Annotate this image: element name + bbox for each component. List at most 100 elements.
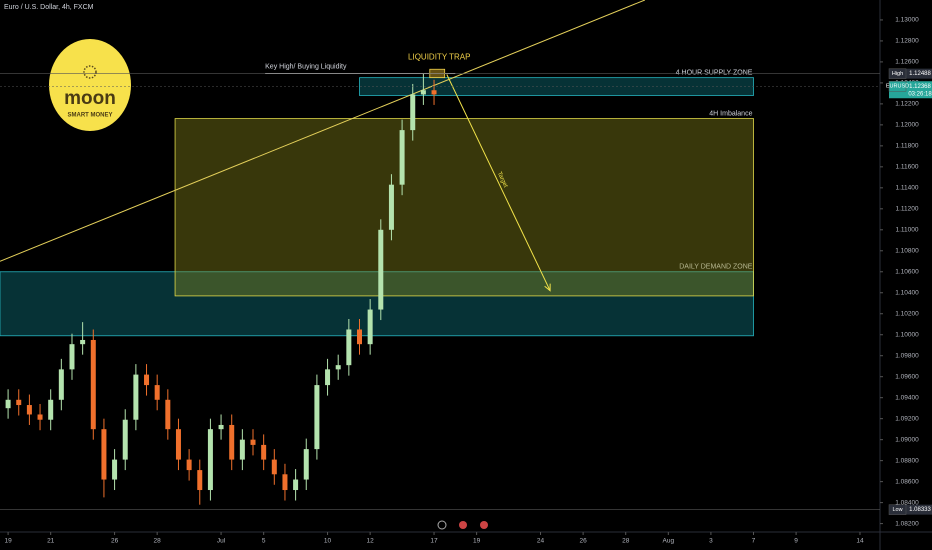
logo-circle [49, 39, 131, 131]
price-name-box [888, 68, 907, 79]
candle-body [48, 399, 54, 420]
candle-body [420, 90, 426, 95]
candle-body [399, 130, 405, 185]
key-high-label: Key High/ Buying Liquidity [265, 63, 347, 70]
x-tick-label: 5 [262, 538, 266, 545]
zone [359, 77, 754, 96]
y-tick-label: 1.08400 [895, 499, 919, 506]
candle-body [16, 399, 22, 406]
candle-body [26, 405, 32, 415]
y-tick-label: 1.09800 [895, 352, 919, 359]
target-arrow [446, 74, 551, 291]
candle-body [367, 309, 373, 345]
y-tick-label: 1.12000 [895, 122, 919, 129]
y-tick-label: 1.08600 [895, 478, 919, 485]
candle-body [90, 339, 96, 430]
candle-body [410, 94, 416, 131]
y-tick-label: 1.09400 [895, 394, 919, 401]
zone-label: 4 HOUR SUPPLY ZONE [676, 69, 753, 76]
price-value: 1.12488 [909, 71, 931, 77]
price-name-box [888, 81, 907, 92]
candle-body [175, 429, 181, 460]
candle-body [335, 365, 341, 370]
liquidity-trap-label: LIQUIDITY TRAP [408, 52, 470, 61]
y-tick-label: 1.13000 [895, 17, 919, 24]
candle-body [239, 439, 245, 460]
y-tick-label: 1.10600 [895, 268, 919, 275]
x-tick-label: 3 [709, 538, 713, 545]
candle-body [388, 184, 394, 230]
candle-body [165, 399, 171, 430]
icon [480, 521, 488, 529]
candle-body [325, 369, 331, 386]
candle-body [154, 385, 160, 400]
price-name-box [888, 504, 907, 515]
candle-body [250, 439, 256, 445]
bottom-icons [437, 520, 488, 530]
candle-body [207, 429, 213, 491]
x-tick-label: 19 [473, 538, 481, 545]
price-value: 1.12368 [909, 84, 931, 90]
y-tick-label: 1.11600 [895, 164, 918, 171]
icon [459, 521, 467, 529]
candle-body [144, 374, 150, 386]
candle-body [271, 459, 277, 475]
candle-body [303, 449, 309, 480]
candle-body [58, 369, 64, 400]
candle-body [186, 459, 192, 471]
y-tick-label: 1.10800 [895, 248, 919, 255]
candle-body [314, 385, 320, 450]
x-tick-label: 21 [47, 538, 55, 545]
price-name: EURUSD [886, 84, 909, 90]
candle-body [356, 329, 362, 345]
candle-body [69, 344, 75, 370]
price-label-box [889, 68, 932, 79]
x-tick-label: 9 [794, 538, 798, 545]
x-tick-label: 7 [752, 538, 756, 545]
x-tick-label: 17 [430, 538, 438, 545]
zone-label: 4H Imbalance [709, 110, 752, 117]
candle-body [218, 424, 224, 430]
trend-line [0, 0, 646, 262]
y-tick-label: 1.09000 [895, 436, 919, 443]
chart-title: Euro / U.S. Dollar, 4h, FXCM [4, 4, 94, 11]
y-tick-label: 1.12800 [895, 38, 919, 45]
candle-body [293, 479, 299, 491]
y-tick-label: 1.08200 [895, 520, 919, 527]
zone [0, 271, 754, 337]
y-tick-label: 1.12200 [895, 101, 919, 108]
y-tick-label: 1.09200 [895, 415, 919, 422]
candle-body [101, 429, 107, 480]
candle-body [431, 90, 437, 95]
y-tick-label: 1.12600 [895, 59, 919, 66]
price-name: High [892, 71, 903, 77]
arrow-head [544, 283, 551, 292]
candle-body [346, 329, 352, 366]
x-tick-label: 14 [856, 538, 864, 545]
logo-tagline: SMART MONEY [68, 113, 113, 119]
candle-body [197, 470, 203, 491]
logo-icon [83, 65, 97, 79]
candle-body [378, 229, 384, 310]
zone-label: DAILY DEMAND ZONE [679, 264, 753, 271]
x-tick-label: 19 [4, 538, 12, 545]
x-tick-label: 28 [622, 538, 630, 545]
x-tick-label: 26 [579, 538, 587, 545]
candle-body [122, 419, 128, 460]
x-tick-label: 12 [367, 538, 375, 545]
candle-body [5, 399, 11, 409]
y-tick-label: 1.11200 [895, 206, 918, 213]
price-name: Low [892, 507, 902, 513]
candle-body [229, 424, 235, 460]
zone [174, 118, 754, 297]
candle-body [37, 414, 43, 420]
price-countdown: 03:26:18 [908, 91, 932, 97]
y-tick-label: 1.11800 [895, 143, 918, 150]
candle-body [133, 374, 139, 420]
y-tick-label: 1.11000 [895, 227, 918, 234]
y-tick-label: 1.11400 [895, 185, 918, 192]
y-tick-label: 1.09600 [895, 373, 919, 380]
